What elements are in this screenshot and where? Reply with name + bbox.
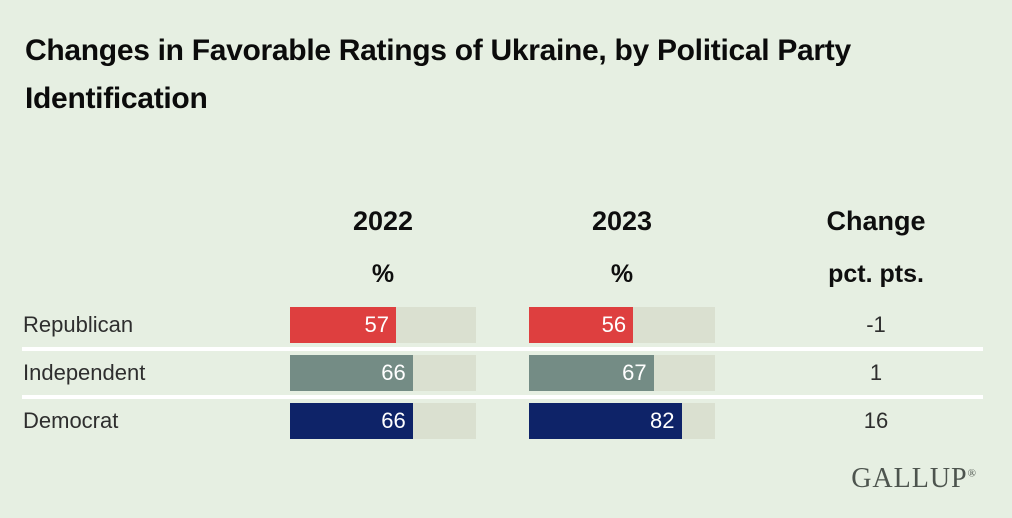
column-header-change: Change	[826, 206, 926, 236]
row-label: Republican	[23, 312, 134, 337]
bar-track-2022: 66	[290, 355, 476, 391]
registered-mark-icon: ®	[967, 467, 976, 480]
bar-value: 56	[601, 312, 627, 337]
change-value: -1	[866, 312, 886, 337]
bar-value: 57	[364, 312, 390, 337]
bar-value: 67	[622, 360, 647, 385]
table-row-democrat: Democrat 66 82 16	[0, 399, 1012, 443]
bar-track-2023: 56	[529, 307, 715, 343]
bar-value: 66	[381, 360, 406, 385]
bar-fill-2022: 57	[290, 307, 397, 343]
bar-fill-2023: 67	[529, 355, 654, 391]
row-separator	[22, 347, 983, 351]
bar-fill-2023: 56	[529, 307, 634, 343]
unit-label-2022: %	[371, 260, 395, 288]
column-header-2022: 2022	[352, 206, 414, 236]
title-line-1: Changes in Favorable Ratings of Ukraine,…	[25, 34, 851, 67]
bar-track-2023: 67	[529, 355, 715, 391]
row-label: Democrat	[23, 408, 119, 433]
page-title: Changes in Favorable Ratings of Ukraine,…	[25, 27, 983, 123]
bar-fill-2022: 66	[290, 403, 413, 439]
table-row-republican: Republican 57 56 -1	[0, 303, 1012, 347]
bar-track-2022: 66	[290, 403, 476, 439]
unit-label-change: pct. pts.	[828, 260, 924, 288]
table-row-independent: Independent 66 67 1	[0, 351, 1012, 395]
data-table: Republican 57 56 -1 Independent 66	[0, 303, 1012, 443]
row-separator	[22, 395, 983, 399]
bar-value: 66	[381, 408, 406, 433]
bar-track-2022: 57	[290, 307, 476, 343]
gallup-logo-text: GALLUP	[851, 463, 968, 494]
bar-fill-2022: 66	[290, 355, 413, 391]
bar-value: 82	[650, 408, 675, 433]
gallup-logo: GALLUP®	[851, 463, 976, 495]
unit-label-2023: %	[610, 260, 634, 288]
title-line-2: Identification	[25, 82, 208, 115]
row-label: Independent	[23, 360, 146, 385]
column-header-2023: 2023	[591, 206, 653, 236]
bar-fill-2023: 82	[529, 403, 682, 439]
bar-track-2023: 82	[529, 403, 715, 439]
change-value: 16	[863, 408, 889, 433]
change-value: 1	[869, 360, 883, 385]
